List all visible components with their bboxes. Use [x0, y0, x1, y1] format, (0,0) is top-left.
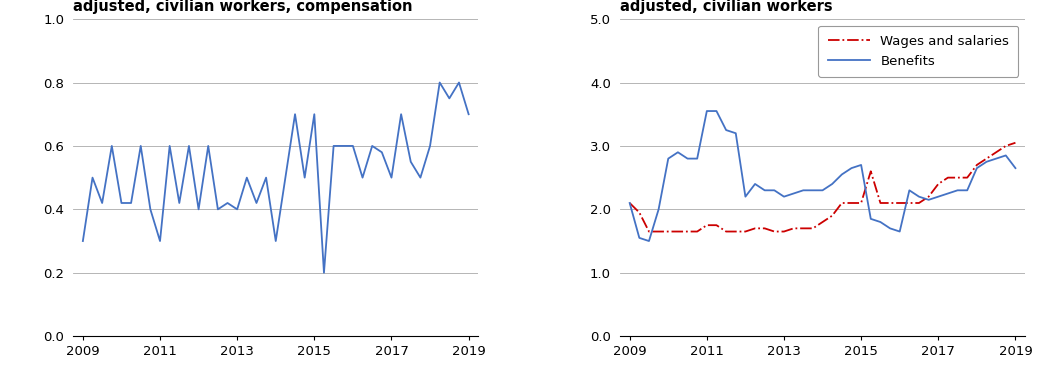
Wages and salaries	[951, 175, 963, 180]
Wages and salaries	[893, 201, 906, 205]
Benefits	[913, 194, 926, 199]
Wages and salaries	[864, 169, 877, 173]
Wages and salaries	[681, 229, 693, 234]
Wages and salaries	[710, 223, 723, 227]
Wages and salaries	[961, 175, 974, 180]
Benefits	[932, 194, 945, 199]
Benefits	[971, 166, 983, 170]
Benefits	[961, 188, 974, 193]
Benefits	[864, 217, 877, 221]
Wages and salaries	[633, 210, 645, 215]
Wages and salaries	[836, 201, 848, 205]
Benefits	[642, 239, 655, 243]
Wages and salaries	[806, 226, 819, 231]
Wages and salaries	[980, 156, 993, 161]
Wages and salaries	[720, 229, 732, 234]
Benefits	[623, 201, 636, 205]
Wages and salaries	[662, 229, 675, 234]
Wages and salaries	[758, 226, 771, 231]
Benefits	[806, 188, 819, 193]
Benefits	[855, 163, 867, 167]
Benefits	[797, 188, 810, 193]
Wages and salaries	[816, 220, 828, 224]
Wages and salaries	[826, 214, 839, 218]
Benefits	[758, 188, 771, 193]
Benefits	[788, 191, 800, 196]
Wages and salaries	[903, 201, 915, 205]
Benefits	[681, 156, 693, 161]
Benefits	[768, 188, 780, 193]
Wages and salaries	[941, 175, 954, 180]
Wages and salaries	[932, 182, 945, 186]
Benefits	[1009, 166, 1022, 170]
Wages and salaries	[1009, 141, 1022, 145]
Benefits	[845, 166, 858, 170]
Benefits	[778, 194, 791, 199]
Wages and salaries	[797, 226, 810, 231]
Benefits	[653, 207, 665, 212]
Text: Chart 2. Twelve-month percent change, not seasonally
adjusted, civilian workers: Chart 2. Twelve-month percent change, no…	[620, 0, 1046, 14]
Benefits	[749, 182, 761, 186]
Benefits	[662, 156, 675, 161]
Wages and salaries	[788, 226, 800, 231]
Benefits	[720, 128, 732, 132]
Wages and salaries	[749, 226, 761, 231]
Wages and salaries	[623, 201, 636, 205]
Wages and salaries	[923, 194, 935, 199]
Legend: Wages and salaries, Benefits: Wages and salaries, Benefits	[818, 26, 1019, 77]
Benefits	[691, 156, 704, 161]
Benefits	[710, 109, 723, 113]
Benefits	[874, 220, 887, 224]
Benefits	[990, 156, 1002, 161]
Benefits	[701, 109, 713, 113]
Benefits	[1000, 153, 1013, 158]
Line: Benefits: Benefits	[630, 111, 1016, 241]
Wages and salaries	[855, 201, 867, 205]
Wages and salaries	[701, 223, 713, 227]
Benefits	[836, 172, 848, 177]
Benefits	[740, 194, 752, 199]
Benefits	[903, 188, 915, 193]
Wages and salaries	[971, 163, 983, 167]
Wages and salaries	[913, 201, 926, 205]
Text: Chart 1. Three-month percent change, seasonally
adjusted, civilian workers, comp: Chart 1. Three-month percent change, sea…	[73, 0, 484, 14]
Benefits	[893, 229, 906, 234]
Benefits	[672, 150, 684, 155]
Benefits	[951, 188, 963, 193]
Benefits	[884, 226, 896, 231]
Wages and salaries	[768, 229, 780, 234]
Wages and salaries	[778, 229, 791, 234]
Line: Wages and salaries: Wages and salaries	[630, 143, 1016, 231]
Wages and salaries	[1000, 144, 1013, 148]
Benefits	[980, 159, 993, 164]
Wages and salaries	[990, 150, 1002, 155]
Benefits	[941, 191, 954, 196]
Benefits	[826, 182, 839, 186]
Wages and salaries	[874, 201, 887, 205]
Wages and salaries	[642, 229, 655, 234]
Wages and salaries	[740, 229, 752, 234]
Wages and salaries	[691, 229, 704, 234]
Wages and salaries	[884, 201, 896, 205]
Wages and salaries	[672, 229, 684, 234]
Benefits	[729, 131, 742, 136]
Wages and salaries	[653, 229, 665, 234]
Wages and salaries	[729, 229, 742, 234]
Benefits	[633, 236, 645, 240]
Wages and salaries	[845, 201, 858, 205]
Benefits	[923, 197, 935, 202]
Benefits	[816, 188, 828, 193]
